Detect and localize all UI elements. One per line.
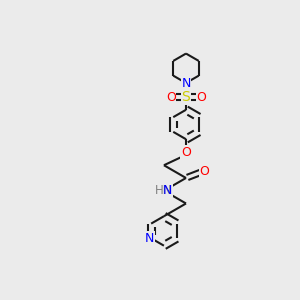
Text: N: N — [181, 76, 191, 89]
Text: S: S — [182, 90, 190, 104]
Text: O: O — [181, 146, 191, 159]
Text: O: O — [196, 91, 206, 103]
Text: N: N — [163, 184, 172, 197]
Text: HN: HN — [155, 184, 173, 197]
Text: O: O — [199, 165, 209, 178]
Text: N: N — [145, 232, 154, 245]
Text: O: O — [166, 91, 175, 103]
